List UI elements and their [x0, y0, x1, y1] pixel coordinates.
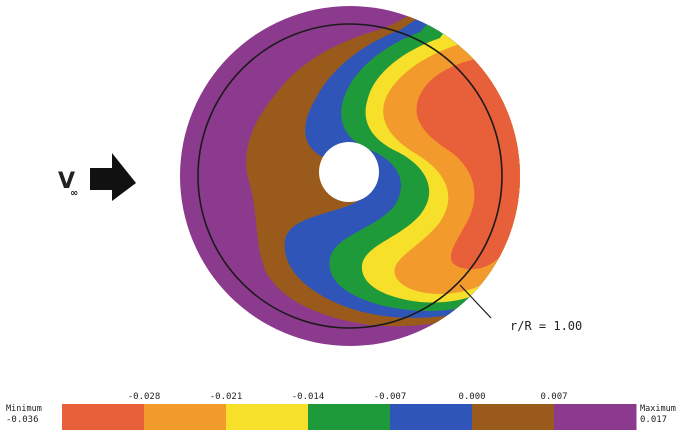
color-bar-ticks: -0.028 -0.021 -0.014 -0.007 0.000 0.007 — [128, 392, 568, 402]
color-bar-band-1 — [144, 404, 227, 430]
color-bar-band-0 — [62, 404, 145, 430]
rotor-disk-contour — [180, 6, 520, 346]
colorbar-max-label: Maximum — [640, 404, 676, 414]
color-bar: -0.028 -0.021 -0.014 -0.007 0.000 0.007 Minim… — [6, 392, 676, 430]
colorbar-min-value: -0.036 — [6, 415, 39, 425]
reference-circle-r-R-1 — [197, 23, 503, 329]
color-bar-band-6 — [554, 404, 637, 430]
colorbar-min-label: Minimum — [6, 404, 42, 414]
rotor-hub — [319, 142, 379, 202]
colorbar-max-value: 0.017 — [640, 415, 667, 425]
annotation-leader-line — [459, 284, 492, 319]
color-bar-band-3 — [308, 404, 391, 430]
color-bar-tick-label: 0.000 — [458, 392, 485, 402]
contour-bands — [246, 10, 520, 327]
color-bar-tick-label: -0.014 — [292, 392, 325, 402]
color-bar-tick-label: -0.021 — [210, 392, 243, 402]
color-bar-band-5 — [472, 404, 555, 430]
contour-band-red — [416, 58, 520, 270]
color-bar-tick-label: -0.028 — [128, 392, 161, 402]
color-bar-tick-label: -0.007 — [374, 392, 407, 402]
color-bar-band-2 — [226, 404, 309, 430]
freestream-indicator: V ∞ — [58, 153, 136, 201]
annotation-label: r/R = 1.00 — [510, 319, 582, 333]
color-bar-band-4 — [390, 404, 473, 430]
freestream-arrow-icon — [90, 153, 136, 201]
freestream-subscript: ∞ — [70, 188, 78, 199]
freestream-symbol: V — [58, 169, 75, 194]
color-bar-tick-label: 0.007 — [540, 392, 567, 402]
color-bar-bands — [62, 404, 637, 430]
